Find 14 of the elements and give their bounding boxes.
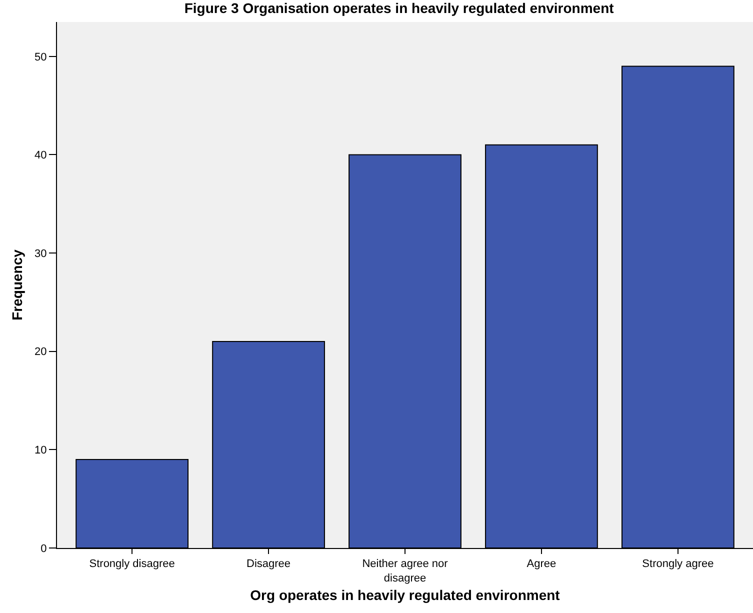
- x-tick-label: Strongly disagree: [89, 558, 175, 570]
- chart-title: Figure 3 Organisation operates in heavily regulated environment: [184, 0, 614, 16]
- x-tick-label: Agree: [526, 558, 556, 570]
- y-tick-label: 0: [40, 542, 47, 555]
- x-axis-title: Org operates in heavily regulated environment: [250, 586, 560, 603]
- x-tick-label: Strongly agree: [642, 558, 714, 570]
- x-tick-label: Neither agree nor disagree: [362, 558, 448, 584]
- y-tick-label: 20: [34, 346, 47, 358]
- y-axis-title: Frequency: [9, 249, 26, 320]
- y-tick-label: 50: [34, 51, 47, 64]
- y-tick-label: 40: [34, 150, 47, 162]
- y-tick-label: 10: [34, 444, 47, 457]
- y-tick-label: 30: [34, 248, 47, 260]
- x-tick-label: Disagree: [246, 558, 291, 570]
